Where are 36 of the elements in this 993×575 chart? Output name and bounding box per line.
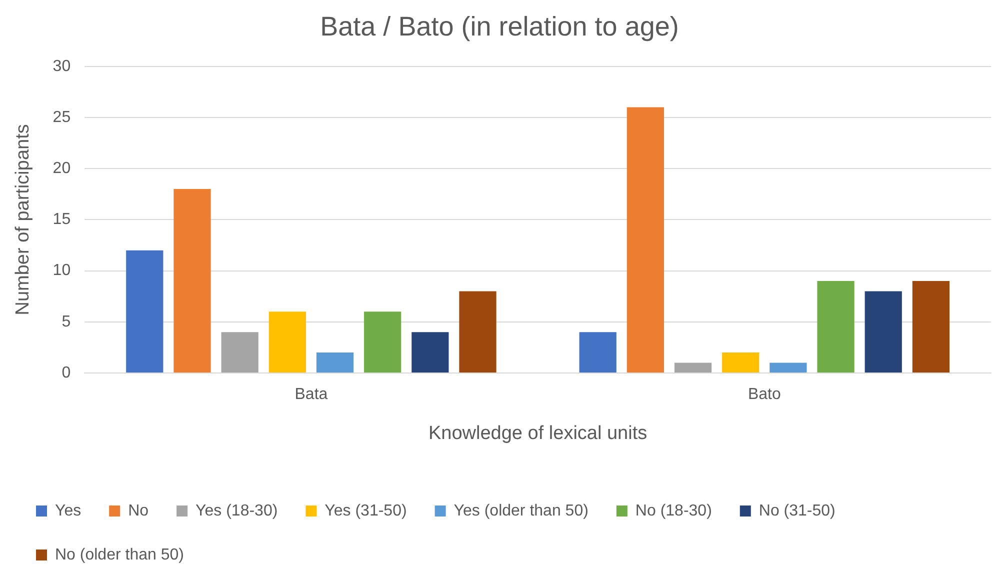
- x-tick-label: Bata: [294, 386, 328, 404]
- legend-label: Yes (older than 50): [454, 502, 588, 520]
- bar: [364, 312, 402, 372]
- bar: [459, 291, 496, 372]
- x-tick-label: Bato: [748, 386, 781, 404]
- bar: [912, 281, 950, 372]
- legend-label: No (18-30): [635, 502, 712, 520]
- legend-label: Yes (18-30): [196, 502, 278, 520]
- legend-label: No: [128, 502, 149, 520]
- legend-label: No (31-50): [758, 502, 836, 520]
- bar: [174, 189, 211, 372]
- y-tick-label: 30: [52, 58, 71, 75]
- chart-title: Bata / Bato (in relation to age): [320, 12, 679, 42]
- bar: [221, 332, 258, 372]
- bar: [722, 352, 760, 372]
- legend-label: No (older than 50): [55, 546, 184, 564]
- bar: [626, 107, 664, 372]
- bar: [268, 312, 306, 372]
- bar: [126, 250, 164, 372]
- y-tick-label: 10: [52, 262, 71, 280]
- y-tick-label: 0: [62, 364, 71, 382]
- bar: [579, 332, 616, 372]
- legend-label: Yes: [55, 502, 82, 520]
- bar: [864, 291, 902, 372]
- y-tick-label: 5: [62, 313, 71, 330]
- y-tick-label: 25: [52, 108, 71, 126]
- bar: [316, 352, 354, 372]
- bar: [412, 332, 449, 372]
- y-axis-title: Number of participants: [12, 124, 34, 316]
- bar: [674, 362, 712, 372]
- legend-label: Yes (31-50): [324, 502, 407, 520]
- bar: [817, 281, 854, 372]
- y-tick-label: 15: [52, 211, 71, 228]
- bar: [770, 362, 807, 372]
- y-tick-label: 20: [52, 160, 71, 178]
- x-axis-title: Knowledge of lexical units: [428, 422, 648, 444]
